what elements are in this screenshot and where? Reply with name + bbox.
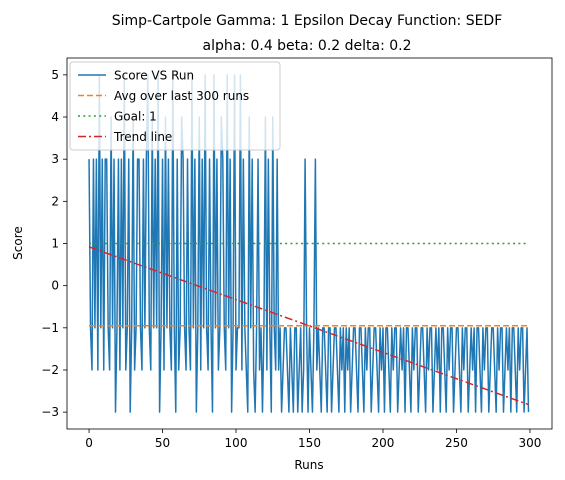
x-tick-label: 300 (519, 436, 542, 450)
x-tick-label: 100 (225, 436, 248, 450)
y-axis-label: Score (11, 226, 25, 260)
chart-subtitle: alpha: 0.4 beta: 0.2 delta: 0.2 (202, 38, 411, 54)
y-tick-label: 5 (51, 68, 59, 82)
x-tick-label: 150 (298, 436, 321, 450)
y-axis: −3 −2 −1 0 1 2 3 4 5 (41, 68, 67, 419)
legend: Score VS Run Avg over last 300 runs Goal: … (69, 61, 281, 151)
y-tick-label: 0 (51, 279, 59, 293)
x-axis: 0 50 100 150 200 250 300 (85, 429, 541, 450)
x-tick-label: 50 (155, 436, 170, 450)
legend-label: Trend line (113, 130, 172, 144)
y-tick-label: 1 (51, 237, 59, 251)
chart-title: Simp-Cartpole Gamma: 1 Epsilon Decay Fun… (112, 13, 503, 29)
series-line-0 (88, 74, 530, 413)
series-layer (88, 74, 530, 413)
x-axis-label: Runs (294, 458, 323, 472)
y-tick-label: 3 (51, 152, 59, 166)
x-tick-label: 250 (445, 436, 468, 450)
y-tick-label: 4 (51, 110, 59, 124)
legend-label: Score VS Run (114, 69, 194, 83)
legend-frame (69, 61, 281, 151)
y-tick-label: −2 (41, 363, 59, 377)
x-tick-label: 0 (85, 436, 93, 450)
legend-label: Goal: 1 (114, 110, 157, 124)
y-tick-label: −1 (41, 321, 59, 335)
y-tick-label: −3 (41, 405, 59, 419)
y-tick-label: 2 (51, 194, 59, 208)
legend-label: Avg over last 300 runs (114, 89, 249, 103)
series-line-3 (88, 246, 529, 406)
x-tick-label: 200 (372, 436, 395, 450)
